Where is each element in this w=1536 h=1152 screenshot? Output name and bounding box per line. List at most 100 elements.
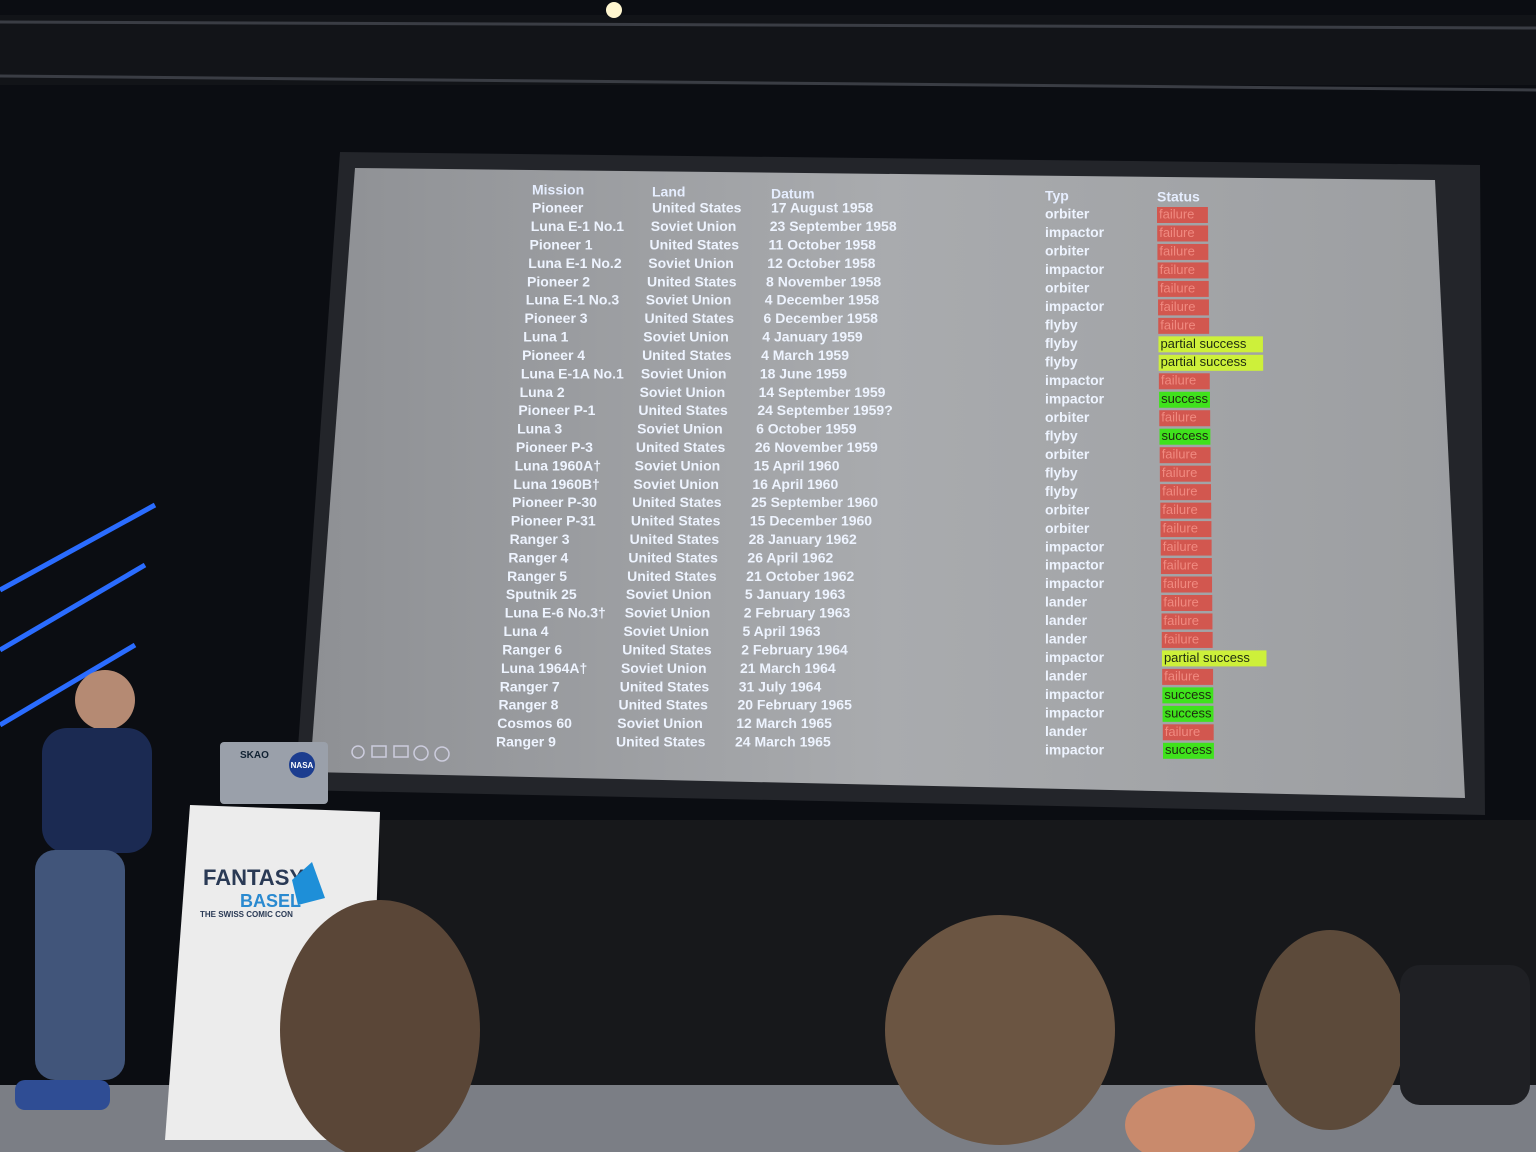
table-cell: Soviet Union xyxy=(651,218,737,234)
table-cell: Soviet Union xyxy=(621,660,707,676)
header-cell: Land xyxy=(652,184,685,200)
table-cell: Ranger 7 xyxy=(500,678,560,694)
table-cell: 24 September 1959? xyxy=(757,402,892,418)
table-cell: 15 December 1960 xyxy=(750,513,872,529)
status-cell xyxy=(1162,668,1214,685)
status-cell xyxy=(1161,613,1213,630)
table-cell: orbiter xyxy=(1045,446,1090,462)
table-cell: Pioneer 4 xyxy=(522,347,585,363)
table-cell: flyby xyxy=(1045,354,1078,370)
status-text: success xyxy=(1165,742,1212,757)
table-cell: Pioneer P-31 xyxy=(511,513,596,529)
status-cell xyxy=(1160,558,1212,575)
table-cell: Soviet Union xyxy=(623,623,709,639)
table-cell: United States xyxy=(645,310,735,326)
audience xyxy=(280,900,1530,1152)
table-cell: Soviet Union xyxy=(633,476,719,492)
spotlight xyxy=(606,2,622,18)
header-cell: Mission xyxy=(532,182,584,198)
table-cell: United States xyxy=(628,549,718,565)
table-cell: 12 March 1965 xyxy=(736,715,832,731)
table-cell: 25 September 1960 xyxy=(751,494,878,510)
status-cell xyxy=(1157,280,1209,297)
table-cell: 6 December 1958 xyxy=(764,310,879,326)
table-cell: impactor xyxy=(1045,390,1105,406)
table-cell: impactor xyxy=(1045,372,1105,388)
table-cell: United States xyxy=(642,347,732,363)
table-cell: Luna 1 xyxy=(523,329,568,345)
table-cell: United States xyxy=(647,273,737,289)
table-cell: United States xyxy=(652,200,742,216)
table-cell: Pioneer 2 xyxy=(527,273,590,289)
table-cell: orbiter xyxy=(1045,409,1090,425)
table-cell: Soviet Union xyxy=(641,365,727,381)
truss-bar xyxy=(0,74,1536,92)
table-cell: impactor xyxy=(1045,557,1105,573)
table-cell: lander xyxy=(1045,668,1088,684)
table-cell: orbiter xyxy=(1045,243,1090,259)
table-cell: 23 September 1958 xyxy=(770,218,897,234)
table-cell: Luna 1960B† xyxy=(513,476,599,492)
table-cell: 2 February 1963 xyxy=(744,605,851,621)
status-text: failure xyxy=(1163,557,1198,572)
status-text: failure xyxy=(1159,206,1194,221)
table-cell: 17 August 1958 xyxy=(771,200,873,216)
table-cell: impactor xyxy=(1045,261,1105,277)
status-text: failure xyxy=(1161,373,1196,388)
table-cell: United States xyxy=(622,641,712,657)
status-text: failure xyxy=(1163,539,1198,554)
sticker: NASA xyxy=(291,761,314,770)
table-cell: United States xyxy=(620,678,710,694)
status-text: failure xyxy=(1164,668,1199,683)
table-cell: 12 October 1958 xyxy=(767,255,875,271)
status-text: success xyxy=(1164,687,1211,702)
header-cell: Status xyxy=(1157,189,1200,205)
status-cell xyxy=(1158,373,1210,390)
status-text: success xyxy=(1165,705,1212,720)
status-text: failure xyxy=(1159,243,1194,258)
status-cell xyxy=(1158,354,1264,371)
table: Mission Land Datum Typ Status Pioneer Uni… xyxy=(496,182,1267,759)
status-cell xyxy=(1161,594,1213,611)
table-cell: impactor xyxy=(1045,538,1105,554)
table-cell: orbiter xyxy=(1045,501,1090,517)
table-cell: Soviet Union xyxy=(626,586,712,602)
status-text: failure xyxy=(1160,299,1195,314)
table-cell: Pioneer 1 xyxy=(530,237,593,253)
status-text: failure xyxy=(1159,225,1194,240)
table-cell: flyby xyxy=(1045,483,1078,499)
table-cell: impactor xyxy=(1045,575,1105,591)
table-cell: flyby xyxy=(1045,335,1078,351)
table-cell: impactor xyxy=(1045,686,1105,702)
table-cell: 5 January 1963 xyxy=(745,586,846,602)
status-text: success xyxy=(1161,391,1208,406)
table-cell: Soviet Union xyxy=(617,715,703,731)
table-cell: lander xyxy=(1045,723,1088,739)
table-cell: Soviet Union xyxy=(625,605,711,621)
status-cell xyxy=(1157,207,1208,223)
status-cell xyxy=(1161,650,1267,667)
status-text: failure xyxy=(1164,613,1199,628)
status-cell xyxy=(1162,687,1214,704)
table-cell: 21 March 1964 xyxy=(740,660,836,676)
table-cell: Ranger 6 xyxy=(502,641,562,657)
status-text: failure xyxy=(1160,262,1195,277)
table-cell: United States xyxy=(616,734,706,750)
table-cell: orbiter xyxy=(1045,206,1090,222)
table-cell: Ranger 4 xyxy=(508,549,568,565)
table-cell: Luna E-6 No.3† xyxy=(505,605,606,621)
table-cell: Pioneer xyxy=(532,200,584,216)
table-cell: Sputnik 25 xyxy=(506,586,577,602)
status-text: failure xyxy=(1163,521,1198,536)
status-text: failure xyxy=(1161,410,1196,425)
podium-logo xyxy=(292,862,325,905)
table-cell: Luna 2 xyxy=(520,384,565,400)
table-cell: United States xyxy=(618,697,708,713)
status-cell xyxy=(1160,484,1212,501)
table-cell: flyby xyxy=(1045,317,1078,333)
table-cell: impactor xyxy=(1045,298,1105,314)
table-cell: Soviet Union xyxy=(646,292,732,308)
table-cell: Luna E-1A No.1 xyxy=(521,365,624,381)
